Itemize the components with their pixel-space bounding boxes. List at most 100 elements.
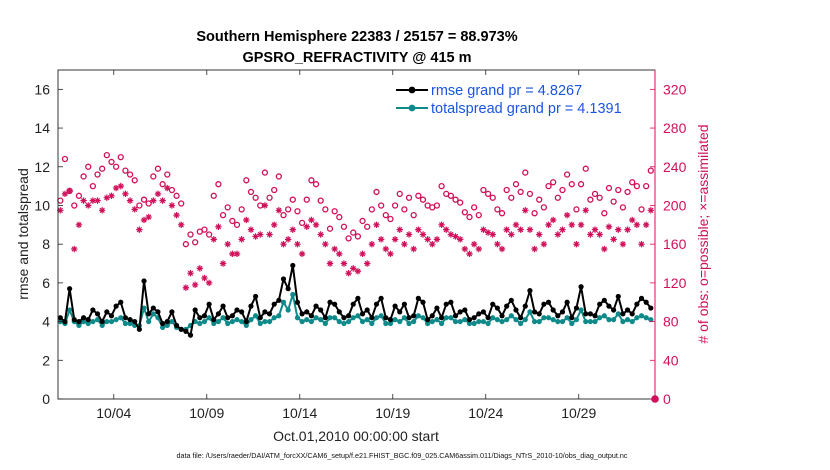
rmse-point: [462, 307, 468, 313]
rmse-point: [578, 284, 584, 290]
rmse-point: [569, 315, 575, 321]
obs-possible-point: [610, 198, 617, 205]
totalspread-point: [406, 320, 412, 327]
obs-assimilated-point: [289, 226, 297, 233]
obs-assimilated-point: [210, 236, 217, 243]
rmse-point: [466, 317, 473, 323]
rmse-point: [559, 309, 566, 315]
rmse-point: [573, 305, 580, 311]
obs-assimilated-point: [131, 206, 138, 213]
plot-area: [57, 152, 655, 338]
obs-possible-point: [391, 202, 399, 209]
rmse-point: [290, 262, 296, 269]
obs-assimilated-point: [424, 236, 431, 243]
obs-assimilated-point: [238, 236, 245, 243]
totalspread-point: [234, 317, 240, 323]
obs-assimilated-point: [624, 226, 631, 233]
obs-assimilated-point: [405, 231, 413, 238]
rmse-point: [350, 301, 356, 307]
obs-assimilated-point: [377, 236, 385, 243]
totalspread-point: [527, 309, 533, 315]
totalspread-point: [299, 318, 305, 325]
obs-assimilated-point: [484, 229, 492, 236]
obs-possible-point: [452, 196, 459, 203]
obs-possible-point: [494, 206, 501, 213]
rmse-point: [239, 309, 245, 315]
obs-assimilated-point: [387, 250, 394, 258]
rmse-point: [118, 299, 124, 305]
totalspread-point: [266, 318, 273, 325]
rmse-point: [122, 315, 129, 321]
rmse-point: [253, 293, 259, 300]
obs-possible-point: [326, 225, 334, 232]
rmse-point: [522, 303, 528, 309]
totalspread-point: [253, 313, 259, 319]
totalspread-point: [104, 318, 110, 325]
obs-assimilated-point: [536, 231, 543, 238]
obs-possible-point: [89, 182, 97, 190]
obs-assimilated-point: [429, 240, 436, 248]
obs-assimilated-point: [503, 226, 510, 233]
totalspread-point: [615, 311, 621, 317]
totalspread-point: [401, 315, 407, 321]
obs-possible-point: [140, 196, 148, 203]
totalspread-point: [583, 318, 589, 325]
totalspread-point: [276, 313, 282, 319]
totalspread-point: [383, 320, 389, 327]
totalspread-point: [634, 315, 640, 321]
legend-spread-marker: [408, 104, 416, 112]
totalspread-point: [452, 318, 459, 325]
rmse-point: [327, 299, 333, 305]
obs-possible-point: [164, 171, 171, 178]
obs-assimilated-point: [354, 268, 362, 275]
x-tick-label: 10/14: [282, 405, 317, 421]
rmse-point: [597, 301, 603, 307]
totalspread-point: [99, 322, 105, 329]
obs-assimilated-point: [108, 192, 115, 199]
totalspread-point: [397, 318, 403, 325]
rmse-point: [183, 328, 189, 334]
y-tick-label: 8: [42, 236, 50, 252]
obs-possible-point: [377, 202, 385, 209]
obs-possible-point: [145, 200, 152, 207]
rmse-point: [373, 301, 380, 307]
obs-possible-point: [498, 210, 506, 217]
rmse-point: [369, 315, 375, 321]
rmse-point: [504, 303, 510, 309]
obs-assimilated-point: [396, 226, 403, 233]
totalspread-point: [597, 315, 603, 321]
totalspread-point: [550, 317, 556, 323]
rmse-point: [518, 315, 524, 321]
totalspread-point: [359, 318, 366, 325]
obs-possible-point: [298, 219, 306, 227]
totalspread-point: [197, 320, 203, 327]
totalspread-point: [164, 322, 170, 329]
totalspread-point: [629, 318, 635, 325]
totalspread-point: [648, 317, 654, 323]
obs-possible-point: [285, 206, 292, 213]
obs-possible-point: [517, 188, 524, 196]
rmse-point: [113, 303, 119, 309]
rmse-point: [94, 311, 101, 317]
obs-assimilated-point: [178, 221, 185, 229]
obs-possible-point: [261, 169, 269, 176]
obs-assimilated-point: [456, 236, 464, 243]
totalspread-point: [285, 307, 291, 313]
obs-assimilated-point: [159, 197, 166, 204]
obs-possible-point: [159, 181, 166, 188]
obs-assimilated-point: [415, 226, 422, 233]
obs-possible-point: [317, 197, 324, 204]
obs-possible-point: [419, 196, 427, 203]
rmse-point: [280, 276, 287, 282]
obs-possible-point: [545, 182, 552, 190]
rmse-point: [220, 303, 226, 309]
obs-assimilated-point: [247, 226, 255, 233]
rmse-point: [173, 322, 180, 329]
obs-assimilated-point: [526, 226, 534, 233]
y2-tick-label: 120: [663, 275, 687, 291]
rmse-point: [62, 318, 68, 325]
obs-possible-point: [605, 184, 613, 192]
obs-possible-point: [373, 188, 380, 196]
obs-possible-point: [187, 231, 194, 238]
obs-assimilated-point: [89, 197, 97, 204]
